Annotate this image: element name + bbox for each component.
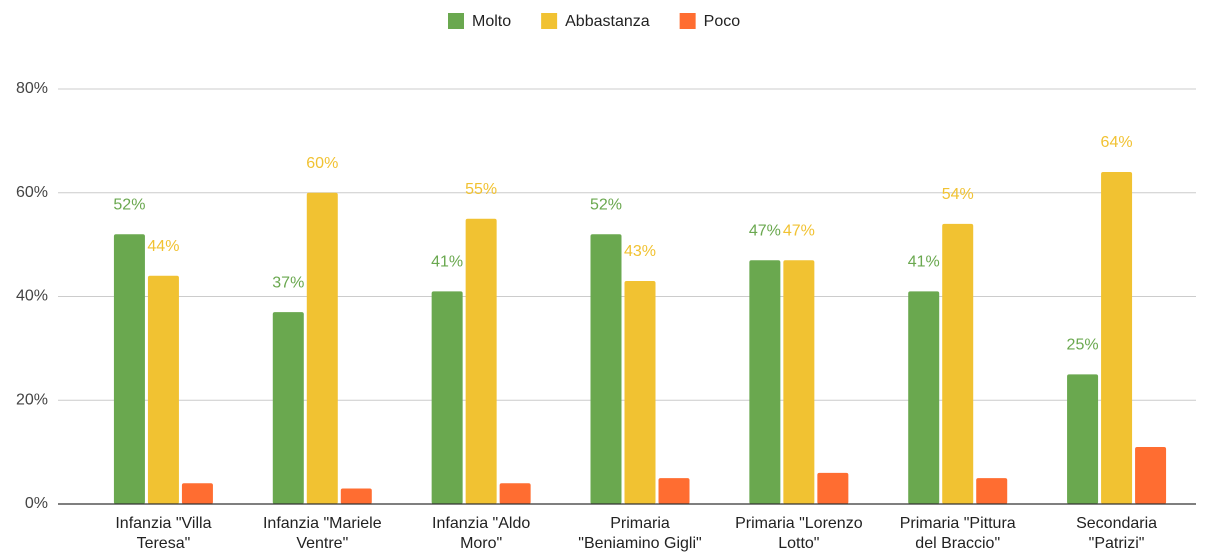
value-label: 54%	[942, 186, 974, 203]
bar	[272, 312, 304, 504]
bar	[590, 234, 622, 504]
x-tick-label: Primaria "Pittura del Braccio"	[900, 515, 1016, 552]
x-tick-label: Primaria "Lorenzo Lotto"	[735, 515, 863, 552]
legend-swatch	[541, 13, 558, 29]
bar	[181, 483, 213, 504]
bar	[306, 192, 338, 504]
value-label: 47%	[783, 222, 815, 239]
value-label: 44%	[147, 238, 179, 255]
bar	[749, 260, 781, 504]
legend-label: Poco	[704, 13, 741, 30]
legend-swatch	[448, 13, 464, 29]
legend-label: Molto	[472, 13, 511, 30]
value-label: 25%	[1067, 337, 1099, 354]
x-tick-label: Infanzia "Villa Teresa"	[115, 515, 211, 552]
value-label: 52%	[590, 196, 622, 213]
legend-label: Abbastanza	[565, 13, 650, 30]
bar	[817, 472, 849, 504]
y-tick-label: 0%	[25, 495, 48, 512]
bar	[624, 280, 656, 504]
value-label: 41%	[431, 254, 463, 271]
bar	[1067, 374, 1099, 504]
value-label: 47%	[749, 222, 781, 239]
y-tick-label: 20%	[16, 391, 48, 408]
x-tick-label: Infanzia "Mariele Ventre"	[263, 515, 382, 552]
value-label: 60%	[306, 155, 338, 172]
bar	[113, 234, 145, 504]
y-tick-label: 80%	[16, 80, 48, 97]
bar	[783, 260, 815, 504]
bar	[340, 488, 372, 504]
x-tick-label: Secondaria "Patrizi"	[1076, 515, 1157, 552]
x-tick-label: Infanzia "Aldo Moro"	[432, 515, 530, 552]
legend-swatch	[679, 13, 696, 29]
value-label: 43%	[624, 243, 656, 260]
bar	[1135, 446, 1167, 504]
value-label: 37%	[272, 274, 304, 291]
bar	[942, 223, 974, 504]
y-tick-label: 40%	[16, 288, 48, 305]
value-label: 64%	[1101, 134, 1133, 151]
bar	[658, 478, 690, 504]
y-tick-label: 60%	[16, 184, 48, 201]
value-label: 41%	[908, 254, 940, 271]
x-tick-label: Primaria "Beniamino Gigli"	[578, 515, 701, 552]
bar	[147, 275, 179, 504]
bar	[431, 291, 463, 504]
bar	[1101, 172, 1133, 504]
bar	[499, 483, 531, 504]
value-label: 52%	[113, 196, 145, 213]
bar	[908, 291, 940, 504]
bar	[465, 218, 497, 504]
bar	[976, 478, 1008, 504]
value-label: 55%	[465, 181, 497, 198]
